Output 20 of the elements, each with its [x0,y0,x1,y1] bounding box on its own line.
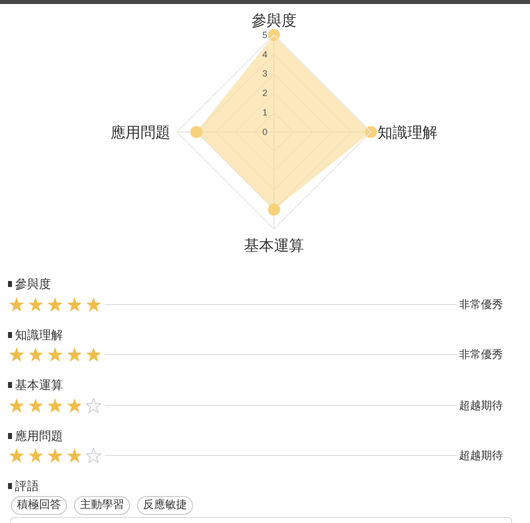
text: 超越期待 [459,398,503,412]
text: 主動學習 [74,496,130,515]
y-tick-label: 3 [262,68,268,79]
y-tick-label: 基本運算 [15,377,63,393]
text: 非常優秀 [459,348,503,362]
text: 評語 [15,478,39,494]
y-tick-label: 0 [262,126,268,137]
text: 超越期待 [459,449,503,463]
text: 反應敏捷 [137,496,193,515]
y-tick-label: 1 [262,108,268,118]
y-tick-label: 參與度 [15,276,51,292]
text: 積極回答 [11,496,67,515]
spoke-label: 應用問題 [110,124,171,142]
y-tick-label: 知識理解 [15,326,63,342]
y-tick-label: 2 [262,88,268,98]
spoke-label: 知識理解 [378,124,438,142]
y-tick-label: 4 [262,49,268,60]
y-tick-label: 5 [262,30,268,40]
text: 非常優秀 [459,298,503,312]
y-tick-label: 應用問題 [15,428,63,444]
